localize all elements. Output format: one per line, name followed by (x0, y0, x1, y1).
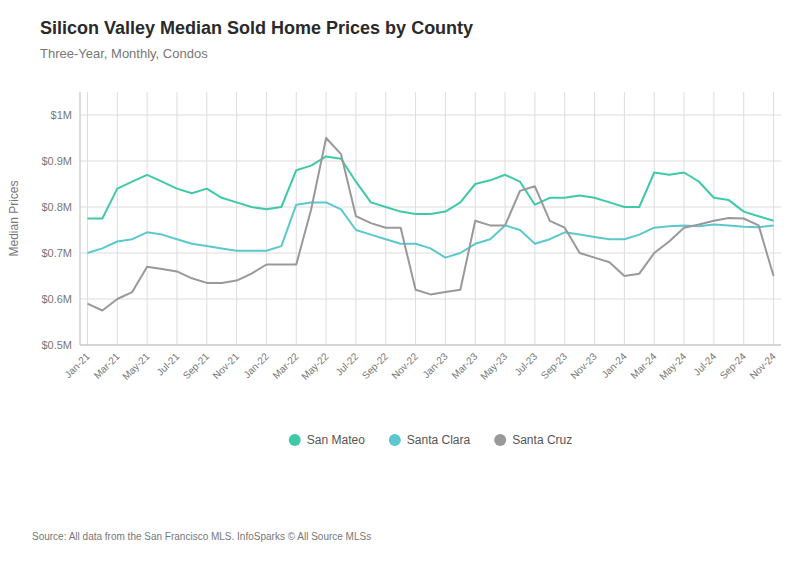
y-grid-line (80, 345, 781, 346)
x-grid-line (534, 92, 535, 345)
legend-item: San Mateo (289, 433, 365, 447)
y-grid-line (80, 115, 781, 116)
x-axis-line (80, 345, 781, 346)
series-line (87, 138, 773, 311)
x-tick-label: Jul-21 (154, 350, 181, 377)
x-grid-line (147, 92, 148, 345)
y-tick-label: $0.8M (41, 201, 72, 213)
y-tick-label: $1M (51, 109, 72, 121)
source: Source: All data from the San Francisco … (32, 531, 371, 542)
x-tick-label: May-22 (299, 350, 331, 382)
x-tick-label: Sep-22 (360, 350, 391, 381)
axes: $0.5M $0.6M $0.7M $0.8M $0.9M $1M Jan-21Mar-21… (7, 92, 781, 382)
x-grid-line (296, 92, 297, 345)
y-axis-line (80, 92, 81, 345)
x-grid-line (117, 92, 118, 345)
x-tick-label: May-21 (120, 350, 152, 382)
x-grid-line (505, 92, 506, 345)
x-grid-line (475, 92, 476, 345)
x-tick-label: Mar-23 (449, 350, 479, 380)
grid (80, 92, 781, 345)
x-grid-line (236, 92, 237, 345)
subtitle: Three-Year, Monthly, Condos (40, 46, 208, 61)
legend-swatch (389, 434, 401, 446)
x-tick-label: May-23 (478, 350, 510, 382)
x-tick-label: Mar-21 (92, 350, 122, 380)
legend-item: Santa Clara (389, 433, 471, 447)
x-grid-line (445, 92, 446, 345)
x-tick-label: Nov-23 (568, 350, 599, 381)
x-tick-label: Nov-24 (747, 350, 778, 381)
y-tick-label: $0.6M (41, 293, 72, 305)
x-grid-line (654, 92, 655, 345)
x-grid-line (773, 92, 774, 345)
legend-label: Santa Clara (407, 433, 471, 447)
x-tick-label: Mar-22 (270, 350, 300, 380)
x-grid-line (415, 92, 416, 345)
y-grid-line (80, 161, 781, 162)
title: Silicon Valley Median Sold Home Prices b… (40, 18, 473, 38)
x-tick-label: Jan-21 (62, 350, 92, 380)
x-grid-line (206, 92, 207, 345)
x-grid-line (266, 92, 267, 345)
x-tick-label: Sep-23 (539, 350, 570, 381)
x-grid-line (624, 92, 625, 345)
legend-item: Santa Cruz (494, 433, 572, 447)
series-line (87, 156, 773, 220)
x-tick-label: Sep-21 (181, 350, 212, 381)
series-line (87, 202, 773, 257)
x-grid-line (564, 92, 565, 345)
x-tick-label: May-24 (657, 350, 689, 382)
y-axis-label: Median Prices (7, 180, 21, 256)
x-tick-label: Mar-24 (628, 350, 658, 380)
legend-label: Santa Cruz (512, 433, 572, 447)
y-tick-label: $0.5M (41, 339, 72, 351)
x-tick-label: Jul-24 (691, 350, 718, 377)
y-grid-line (80, 253, 781, 254)
x-tick-label: Nov-21 (210, 350, 241, 381)
legend-swatch (289, 434, 301, 446)
x-tick-label: Jan-22 (241, 350, 271, 380)
x-tick-label: Jul-23 (512, 350, 539, 377)
y-grid-line (80, 299, 781, 300)
x-tick-label: Sep-24 (718, 350, 749, 381)
x-tick-label: Jul-22 (333, 350, 360, 377)
y-grid-line (80, 207, 781, 208)
x-tick-label: Jan-24 (599, 350, 629, 380)
x-grid-line (684, 92, 685, 345)
x-grid-line (176, 92, 177, 345)
y-tick-label: $0.9M (41, 155, 72, 167)
legend-swatch (494, 434, 506, 446)
x-grid-line (326, 92, 327, 345)
x-grid-line (594, 92, 595, 345)
x-grid-line (713, 92, 714, 345)
legend: San Mateo Santa Clara Santa Cruz (289, 433, 572, 447)
x-tick-label: Nov-22 (389, 350, 420, 381)
x-grid-line (355, 92, 356, 345)
y-tick-label: $0.7M (41, 247, 72, 259)
x-tick-label: Jan-23 (420, 350, 450, 380)
x-grid-line (385, 92, 386, 345)
chart: Silicon Valley Median Sold Home Prices b… (0, 0, 801, 575)
legend-label: San Mateo (307, 433, 365, 447)
series-lines (87, 138, 773, 311)
